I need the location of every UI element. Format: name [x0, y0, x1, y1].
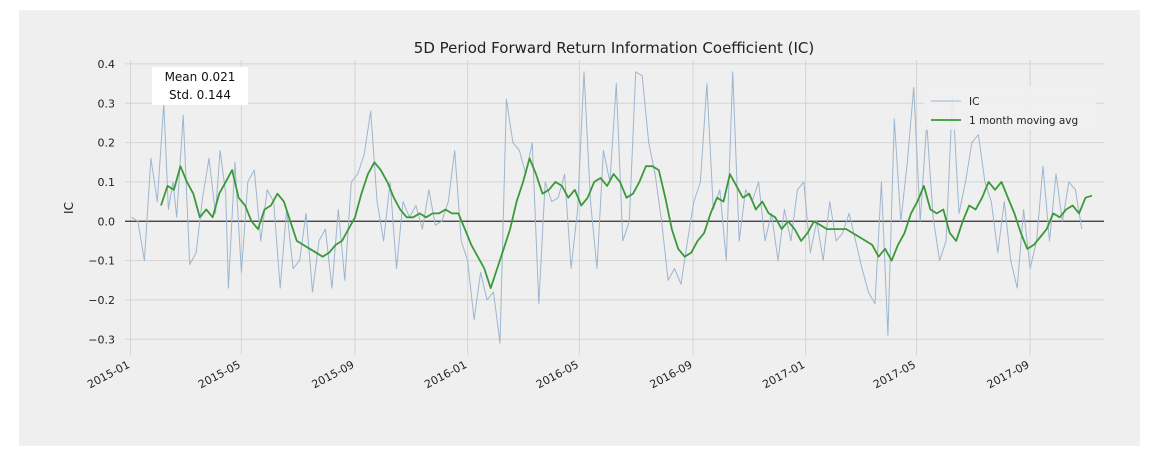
legend: IC 1 month moving avg [924, 86, 1096, 130]
legend-background [924, 86, 1096, 130]
chart-title: 5D Period Forward Return Information Coe… [414, 39, 814, 57]
y-tick-label: 0.4 [98, 58, 116, 71]
y-tick-label: −0.3 [88, 333, 115, 346]
legend-label-moving-avg: 1 month moving avg [969, 115, 1078, 127]
moving-avg-series-line [160, 157, 1093, 290]
stats-mean: Mean 0.021 [165, 70, 236, 84]
stats-box: Mean 0.021 Std. 0.144 [152, 67, 248, 105]
stats-std: Std. 0.144 [169, 88, 231, 102]
y-axis-label: IC [62, 202, 76, 214]
stats-box-background [152, 67, 248, 105]
y-tick-label: 0.1 [98, 176, 116, 189]
ic-series-line [131, 71, 1083, 344]
series-layer [131, 71, 1093, 344]
y-tick-label: −0.2 [88, 294, 115, 307]
y-tick-label: 0.2 [98, 137, 116, 150]
y-tick-label: 0.0 [98, 215, 116, 228]
y-tick-label: 0.3 [98, 97, 116, 110]
y-tick-label: −0.1 [88, 255, 115, 268]
legend-label-ic: IC [969, 96, 979, 108]
